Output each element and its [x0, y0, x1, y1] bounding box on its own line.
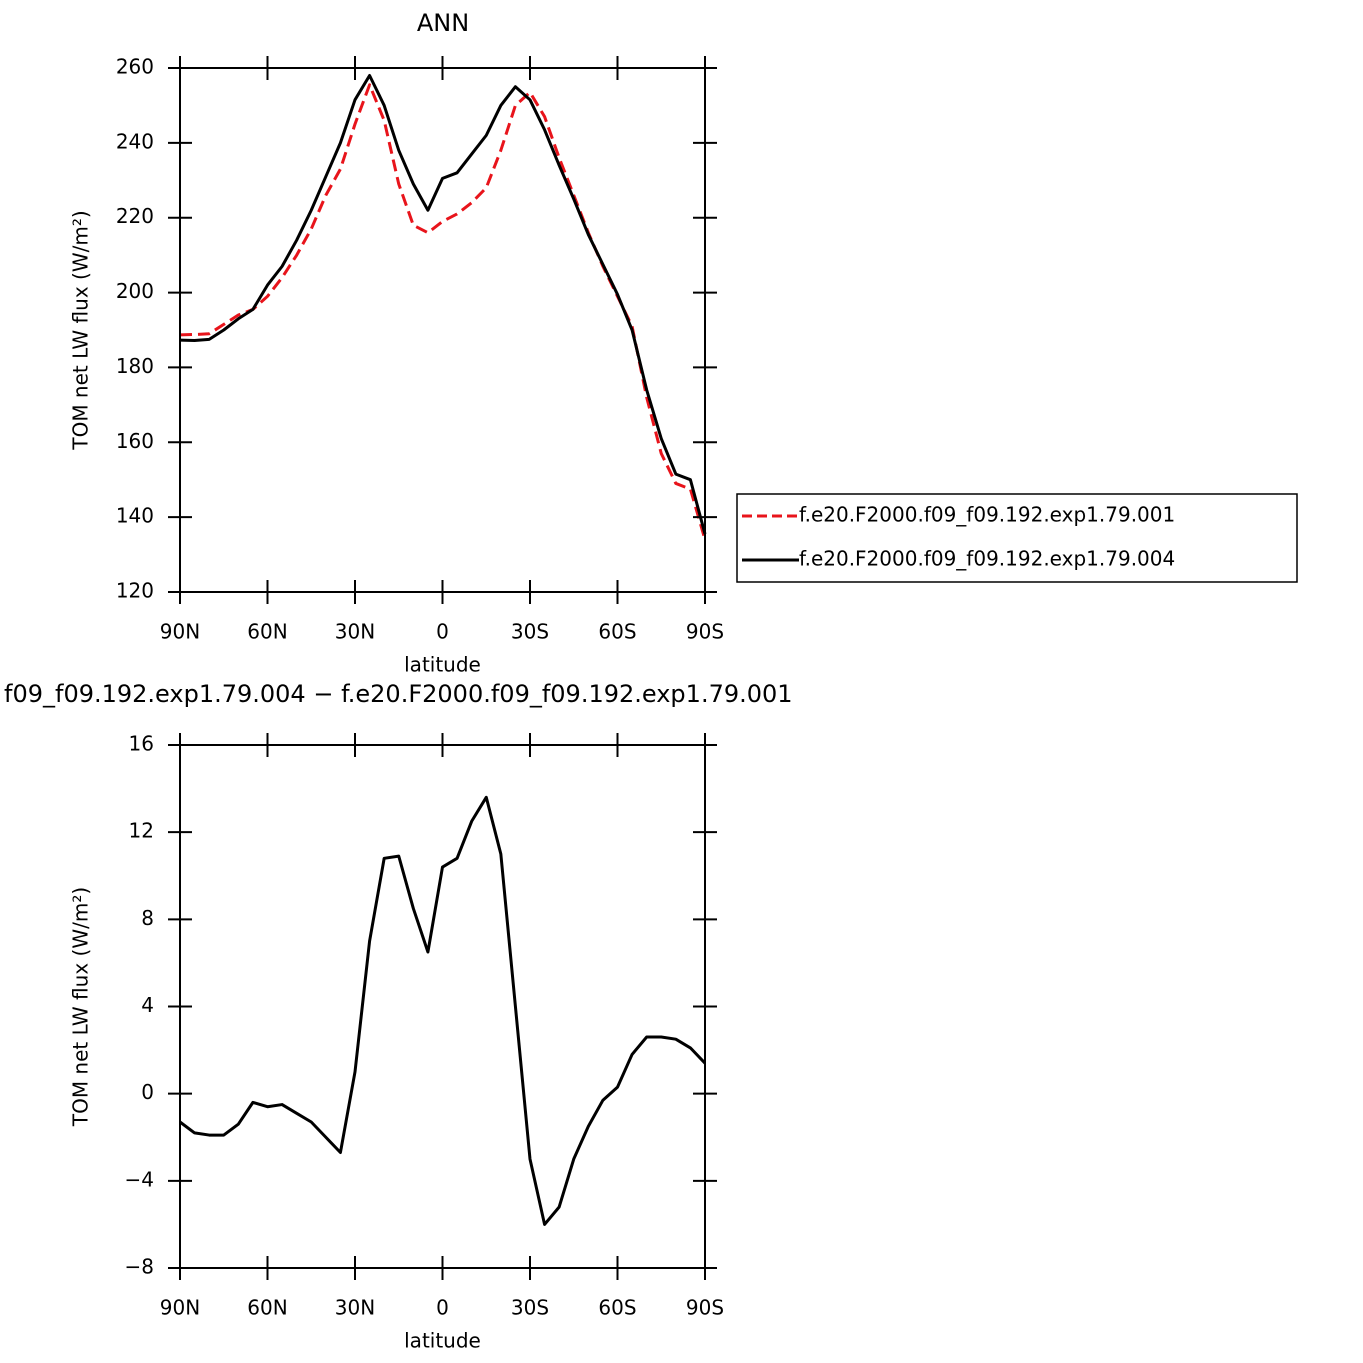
plot-frame [179, 744, 706, 1269]
y-tick-label: 260 [116, 55, 154, 79]
y-tick-label: 220 [116, 204, 154, 228]
x-axis-label: latitude [404, 1329, 481, 1353]
data-line [179, 795, 707, 1226]
chart-title: ANN [417, 9, 469, 37]
y-tick-label: 0 [141, 1080, 154, 1104]
x-axis-label: latitude [404, 653, 481, 677]
y-tick-label: 140 [116, 504, 154, 528]
x-tick-label: 60S [598, 1296, 636, 1320]
y-tick-label: 4 [141, 993, 154, 1017]
y-axis-label: TOM net LW flux (W/m²) [69, 887, 93, 1127]
y-tick-label: 160 [116, 429, 154, 453]
x-tick-label: 60S [598, 620, 636, 644]
x-tick-label: 90S [686, 1296, 724, 1320]
legend-box [736, 493, 1298, 583]
x-tick-label: 30N [335, 1296, 375, 1320]
legend-label: f.e20.F2000.f09_f09.192.exp1.79.004 [799, 547, 1175, 571]
x-tick-label: 90N [160, 620, 200, 644]
y-tick-label: 240 [116, 129, 154, 153]
plot-frame [179, 67, 706, 593]
y-tick-label: 12 [129, 819, 154, 843]
x-tick-label: 0 [436, 620, 449, 644]
x-tick-label: 60N [247, 1296, 287, 1320]
y-tick-label: 8 [141, 906, 154, 930]
chart-title: f09_f09.192.exp1.79.004 − f.e20.F2000.f0… [4, 680, 793, 708]
y-tick-label: 200 [116, 279, 154, 303]
y-tick-label: 180 [116, 354, 154, 378]
legend-label: f.e20.F2000.f09_f09.192.exp1.79.001 [799, 503, 1175, 527]
data-line [179, 73, 707, 535]
y-tick-label: 16 [129, 732, 154, 756]
x-tick-label: 30N [335, 620, 375, 644]
x-tick-label: 30S [511, 620, 549, 644]
x-tick-label: 90N [160, 1296, 200, 1320]
x-tick-label: 0 [436, 1296, 449, 1320]
x-tick-label: 30S [511, 1296, 549, 1320]
y-tick-label: −8 [125, 1255, 154, 1279]
x-tick-label: 90S [686, 620, 724, 644]
y-tick-label: −4 [125, 1167, 154, 1191]
y-tick-label: 120 [116, 579, 154, 603]
x-tick-label: 60N [247, 620, 287, 644]
y-axis-label: TOM net LW flux (W/m²) [69, 210, 93, 450]
